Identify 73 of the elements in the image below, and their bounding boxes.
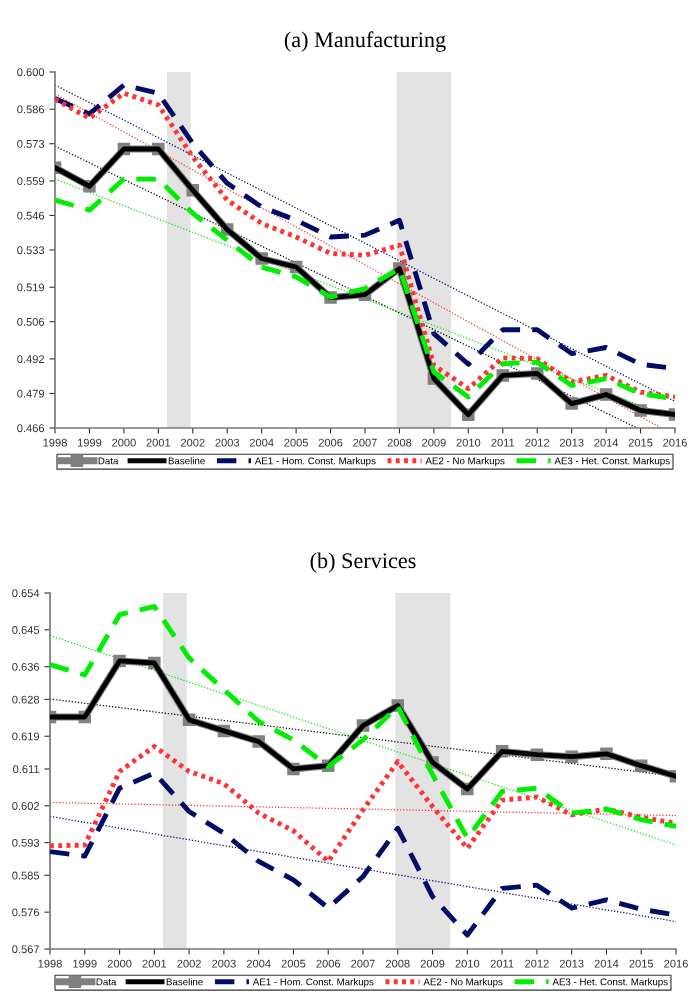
x-tick-label: 1999 [77, 438, 102, 447]
x-tick-label: 2016 [664, 959, 688, 968]
x-tick-label: 2008 [385, 959, 410, 968]
y-tick-label: 0.645 [12, 626, 40, 634]
x-tick-label: 2012 [525, 959, 549, 968]
x-tick-label: 2009 [422, 438, 446, 447]
x-tick-label: 2009 [420, 959, 445, 968]
y-tick-label: 0.567 [12, 945, 40, 954]
legend-label: AE2 - No Markups [423, 978, 503, 988]
y-tick-label: 0.576 [12, 908, 40, 917]
legend-label: AE3 - Het. Const. Markups [552, 978, 668, 988]
x-tick-label: 2010 [456, 438, 481, 447]
x-tick-label: 2010 [455, 959, 480, 968]
legend-label: AE1 - Hom. Const. Markups [252, 978, 374, 988]
x-tick-label: 2011 [491, 438, 515, 447]
legend-label: Data [96, 978, 117, 986]
x-tick-label: 2000 [107, 959, 132, 968]
x-tick-label: 1998 [38, 959, 62, 968]
y-tick-label: 0.506 [17, 318, 45, 326]
x-tick-label: 2013 [559, 959, 584, 968]
x-tick-label: 2015 [628, 438, 653, 447]
y-tick-label: 0.628 [12, 695, 40, 704]
y-tick-label: 0.492 [17, 355, 45, 364]
y-tick-label: 0.586 [17, 105, 45, 114]
y-tick-label: 0.533 [17, 246, 45, 255]
x-tick-label: 2004 [249, 438, 274, 447]
x-tick-label: 2005 [281, 959, 306, 968]
x-tick-label: 2016 [663, 438, 687, 447]
line-series [50, 744, 676, 864]
x-tick-label: 2001 [146, 438, 171, 447]
legend-label: AE3 - Het. Const. Markups [554, 457, 670, 467]
y-tick-label: 0.573 [17, 140, 45, 148]
y-tick-label: 0.654 [12, 589, 40, 598]
x-tick-label: 2011 [490, 959, 514, 968]
x-tick-label: 1998 [43, 438, 67, 447]
chart-title: (b) Services [310, 552, 416, 573]
x-tick-label: 2003 [215, 438, 240, 447]
chart-title: (a) Manufacturing [284, 31, 446, 52]
x-tick-label: 2000 [112, 438, 136, 447]
y-tick-label: 0.593 [12, 838, 40, 847]
legend-label: Data [98, 457, 119, 465]
x-tick-label: 2007 [353, 438, 377, 447]
y-tick-label: 0.546 [17, 211, 45, 220]
y-tick-label: 0.519 [17, 283, 45, 292]
y-tick-label: 0.466 [17, 424, 45, 433]
y-tick-label: 0.602 [12, 802, 40, 810]
legend-label: Baseline [166, 978, 203, 986]
x-tick-label: 2008 [387, 438, 412, 447]
x-tick-label: 2004 [246, 959, 271, 968]
x-tick-label: 2006 [316, 959, 341, 968]
y-tick-label: 0.559 [17, 177, 45, 186]
legend-label: Baseline [168, 457, 205, 465]
y-tick-label: 0.585 [12, 871, 40, 880]
x-tick-label: 2014 [594, 438, 619, 447]
x-tick-label: 2014 [594, 959, 619, 968]
x-tick-label: 2007 [351, 959, 375, 968]
x-tick-label: 2012 [525, 438, 550, 447]
x-tick-label: 2002 [180, 438, 205, 447]
y-tick-label: 0.479 [17, 389, 45, 398]
x-tick-label: 2002 [177, 959, 201, 968]
x-tick-label: 2003 [212, 959, 236, 968]
y-tick-label: 0.619 [12, 732, 40, 741]
x-tick-label: 2006 [318, 438, 343, 447]
x-tick-label: 1999 [73, 959, 97, 968]
x-tick-label: 2001 [142, 959, 167, 968]
y-tick-label: 0.600 [17, 68, 45, 77]
legend-label: AE1 - Hom. Const. Markups [254, 457, 376, 467]
x-tick-label: 2015 [629, 959, 654, 968]
y-tick-label: 0.636 [12, 662, 40, 671]
x-tick-label: 2005 [284, 438, 309, 447]
x-tick-label: 2013 [559, 438, 584, 447]
legend-label: AE2 - No Markups [425, 457, 505, 467]
y-tick-label: 0.611 [13, 765, 40, 774]
